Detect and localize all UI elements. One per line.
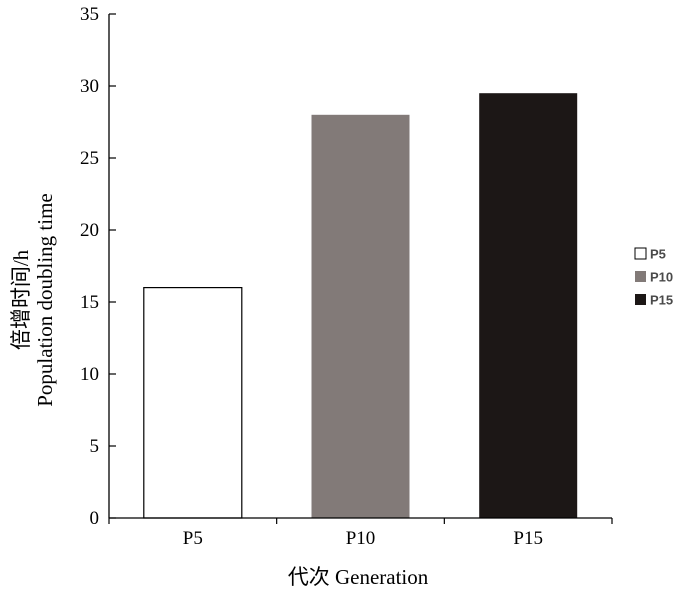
legend-swatch-p10 [635,271,646,282]
y-tick-label: 0 [90,508,100,529]
y-axis: 0 5 10 15 20 25 30 35 [80,4,116,529]
legend-swatch-p15 [635,294,646,305]
y-axis-title: 倍增时间/h Population doubling time [9,193,57,407]
y-tick-label: 20 [80,220,99,241]
y-tick-label: 15 [80,292,99,313]
y-tick-label: 35 [80,4,99,25]
y-axis-title-line2: Population doubling time [33,193,57,407]
y-axis-title-line1: 倍增时间/h [9,249,33,350]
x-tick-label-p10: P10 [346,528,376,549]
legend-swatch-p5 [634,247,647,260]
legend: P5 P10 P15 [634,247,673,308]
x-axis: P5 P10 P15 [108,517,613,549]
y-tick-label: 5 [90,436,100,457]
legend-label-p15: P15 [650,293,673,308]
bar-p5 [143,287,243,519]
x-axis-title: 代次 Generation [288,565,429,589]
y-tick-label: 25 [80,148,99,169]
bar-p15 [479,93,578,518]
bar-p10 [311,114,410,519]
x-tick-label-p5: P5 [183,528,203,549]
legend-label-p10: P10 [650,270,673,285]
plot-area [143,93,578,519]
x-tick-label-p15: P15 [513,528,543,549]
y-tick-label: 30 [80,76,99,97]
y-tick-label: 10 [80,364,99,385]
legend-label-p5: P5 [650,247,666,262]
